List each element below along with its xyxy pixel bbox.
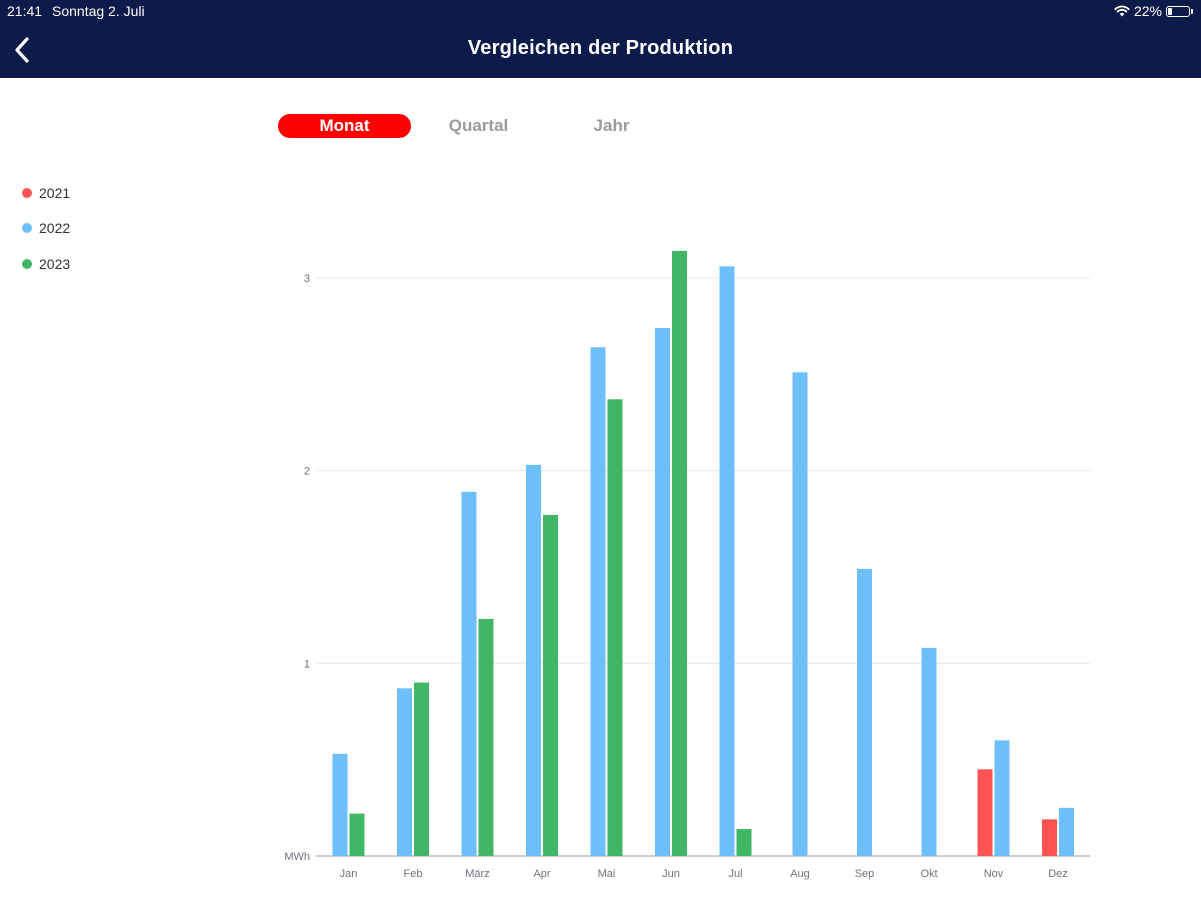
x-tick-label: Nov (984, 868, 1004, 880)
status-time: 21:41 (7, 3, 43, 19)
y-unit-label: MWh (284, 851, 310, 863)
x-tick-label: März (465, 868, 489, 880)
bar-2022-Aug (792, 372, 808, 856)
x-tick-label: Jun (662, 868, 680, 880)
x-tick-label: Feb (404, 868, 423, 880)
bar-2021-Nov (977, 769, 993, 856)
bar-2022-Jul (719, 266, 735, 856)
x-tick-label: Sep (855, 868, 875, 880)
bar-2023-Feb (414, 682, 429, 856)
legend-label-2021: 2021 (39, 185, 71, 201)
app-header: 21:41 Sonntag 2. Juli 22% Vergleichen de… (0, 0, 1201, 78)
bar-2023-Mai (607, 399, 623, 856)
bar-2022-März (461, 491, 477, 856)
bar-2022-Feb (397, 688, 412, 856)
y-tick-label: 1 (304, 658, 310, 670)
bar-2023-Apr (543, 514, 558, 856)
bar-2023-Jan (349, 813, 365, 856)
legend-label-2023: 2023 (39, 256, 71, 272)
bar-2022-Sep (857, 568, 872, 856)
bar-2022-Apr (526, 464, 541, 856)
x-tick-label: Jul (728, 868, 742, 880)
bar-2023-März (478, 618, 494, 856)
x-tick-label: Apr (533, 868, 550, 880)
legend-item-2023[interactable]: 2023 (22, 256, 70, 272)
legend-label-2022: 2022 (39, 220, 71, 236)
x-tick-label: Aug (790, 868, 810, 880)
bar-2022-Jan (332, 753, 348, 856)
x-tick-label: Okt (920, 868, 937, 880)
bar-2022-Dez (1059, 807, 1074, 856)
wifi-icon (1114, 5, 1130, 17)
y-tick-label: 2 (304, 466, 310, 478)
bar-2021-Dez (1042, 819, 1057, 856)
legend-item-2021[interactable]: 2021 (22, 185, 70, 201)
x-tick-label: Dez (1048, 868, 1068, 880)
legend-dot-2022 (22, 223, 32, 233)
bar-2022-Nov (994, 740, 1010, 856)
status-date: Sonntag 2. Juli (52, 3, 145, 19)
tab-quartal[interactable]: Quartal (448, 116, 509, 135)
bar-2023-Jul (736, 829, 752, 856)
battery-icon (1166, 5, 1190, 17)
legend-dot-2021 (22, 188, 32, 198)
status-indicators: 22% (1114, 3, 1193, 19)
y-tick-label: 3 (304, 273, 310, 285)
tab-monat[interactable]: Monat (278, 114, 411, 138)
x-tick-label: Mai (598, 868, 616, 880)
page-title: Vergleichen der Produktion (467, 37, 734, 59)
bar-2022-Okt (921, 647, 937, 856)
bar-2022-Mai (590, 347, 606, 856)
tab-jahr[interactable]: Jahr (593, 116, 630, 135)
battery-percent: 22% (1133, 3, 1162, 19)
x-tick-label: Jan (340, 868, 358, 880)
legend-item-2022[interactable]: 2022 (22, 220, 70, 236)
back-chevron-icon[interactable] (12, 36, 32, 64)
legend-dot-2023 (22, 259, 32, 269)
bar-2022-Jun (655, 328, 670, 856)
bar-2023-Jun (672, 250, 687, 856)
